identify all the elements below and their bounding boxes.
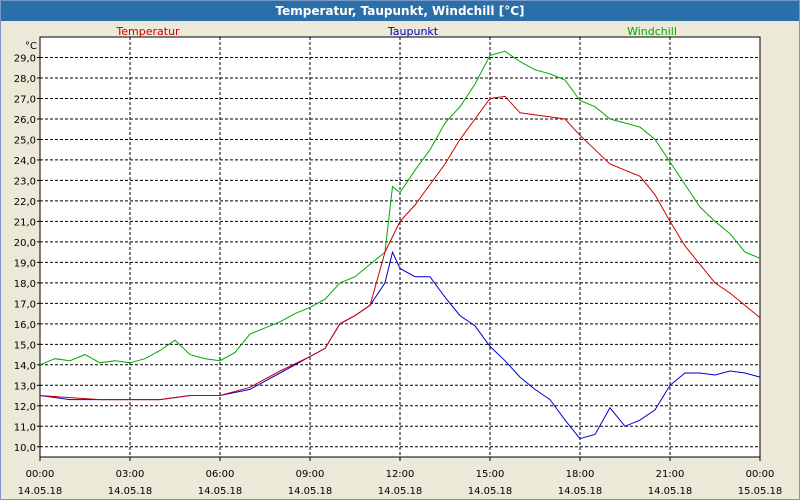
y-tick-label: 11,0: [14, 422, 36, 433]
y-tick-label: 10,0: [14, 443, 36, 454]
x-tick-date: 14.05.18: [378, 486, 423, 497]
y-tick-label: 26,0: [14, 115, 36, 126]
y-tick-label: 22,0: [14, 197, 36, 208]
y-tick-label: 29,0: [14, 53, 36, 64]
y-tick-label: 27,0: [14, 94, 36, 105]
legend-windchill: Windchill: [627, 25, 677, 38]
series-line-taupunkt: [39, 250, 761, 440]
y-tick-label: 25,0: [14, 135, 36, 146]
y-axis-unit: °C: [25, 41, 37, 52]
x-tick-date: 14.05.18: [18, 486, 63, 497]
x-tick-date: 14.05.18: [468, 486, 513, 497]
legend-temperatur: Temperatur: [115, 25, 180, 38]
x-tick-time: 00:00: [26, 469, 55, 480]
x-tick-time: 06:00: [206, 469, 235, 480]
legend: Temperatur Taupunkt Windchill: [115, 25, 677, 38]
y-tick-label: 20,0: [14, 238, 36, 249]
x-tick-time: 18:00: [566, 469, 595, 480]
series-line-temperatur: [39, 95, 761, 401]
legend-taupunkt: Taupunkt: [387, 25, 439, 38]
grid: [40, 37, 760, 457]
y-tick-label: 19,0: [14, 258, 36, 269]
x-tick-date: 14.05.18: [648, 486, 693, 497]
x-tick-date: 15.05.18: [738, 486, 783, 497]
x-tick-time: 09:00: [296, 469, 325, 480]
x-tick-date: 14.05.18: [288, 486, 333, 497]
x-tick-time: 12:00: [386, 469, 415, 480]
y-tick-label: 21,0: [14, 217, 36, 228]
x-tick-time: 00:00: [746, 469, 775, 480]
y-tick-label: 14,0: [14, 361, 36, 372]
series-group: [39, 50, 761, 440]
chart-title: Temperatur, Taupunkt, Windchill [°C]: [1, 1, 799, 21]
y-tick-label: 28,0: [14, 74, 36, 85]
x-tick-date: 14.05.18: [558, 486, 603, 497]
series-line-windchill: [39, 50, 761, 366]
y-tick-label: 13,0: [14, 381, 36, 392]
x-tick-time: 15:00: [476, 469, 505, 480]
y-tick-label: 12,0: [14, 402, 36, 413]
y-tick-label: 23,0: [14, 176, 36, 187]
x-tick-time: 21:00: [656, 469, 685, 480]
y-tick-label: 16,0: [14, 320, 36, 331]
y-tick-label: 15,0: [14, 340, 36, 351]
x-tick-date: 14.05.18: [198, 486, 243, 497]
x-axis: 00:00 14.05.18 03:00 14.05.18 06:00 14.05.18 0…: [18, 457, 783, 497]
y-axis: 10,0 11,0 12,0 13,0 14,0 15,0 16,0 17,0 18,0 19,0…: [14, 53, 40, 454]
x-tick-time: 03:00: [116, 469, 145, 480]
y-tick-label: 17,0: [14, 299, 36, 310]
y-tick-label: 24,0: [14, 156, 36, 167]
x-tick-date: 14.05.18: [108, 486, 153, 497]
y-tick-label: 18,0: [14, 279, 36, 290]
